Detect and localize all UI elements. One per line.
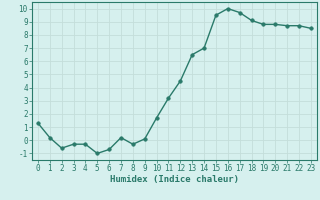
X-axis label: Humidex (Indice chaleur): Humidex (Indice chaleur) (110, 175, 239, 184)
